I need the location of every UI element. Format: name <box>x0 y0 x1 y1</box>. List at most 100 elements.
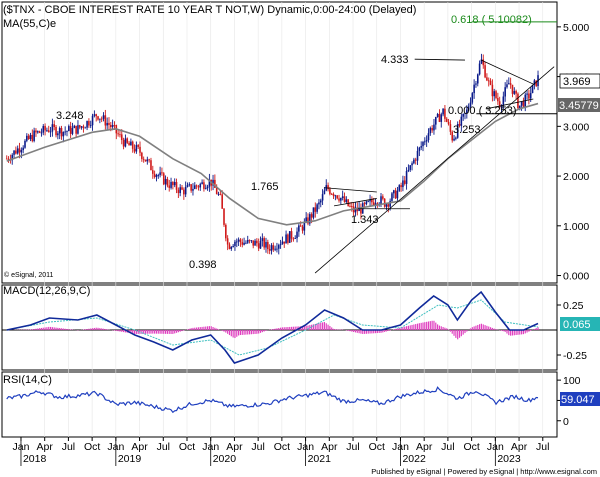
price-candle-body <box>159 172 161 176</box>
macd-ytick-label: 0.25 <box>563 300 584 312</box>
price-candle-body <box>517 93 519 109</box>
price-candle-body <box>491 84 494 97</box>
price-candle-body <box>241 242 244 245</box>
price-candle-body <box>418 147 421 151</box>
price-ytick-label: 5.000 <box>563 22 589 34</box>
price-candle-body <box>150 160 152 171</box>
price-candle-body <box>55 126 57 136</box>
price-candle-body <box>73 125 76 129</box>
price-candle-body <box>89 125 92 127</box>
macd-line <box>6 290 539 364</box>
price-candle-body <box>274 248 276 250</box>
annotation-1765: 1.765 <box>251 181 279 193</box>
price-candle-body <box>296 231 298 239</box>
price-candle-body <box>484 65 486 78</box>
price-candle-body <box>442 108 444 115</box>
price-candle-body <box>223 208 225 225</box>
price-candle-body <box>502 96 505 106</box>
xtick-month-label: Oct <box>179 441 195 453</box>
price-candle-body <box>285 234 287 244</box>
xtick-month-label: Oct <box>463 441 479 453</box>
price-candle-body <box>38 131 41 133</box>
xtick-year-label: 2019 <box>118 453 142 465</box>
price-candle-body <box>120 134 123 140</box>
price-candle-body <box>498 101 501 108</box>
price-candle-body <box>226 238 229 245</box>
price-candle-body <box>356 207 359 212</box>
price-candle-body <box>535 80 537 87</box>
price-candle-body <box>119 134 121 136</box>
price-candle-body <box>367 201 370 203</box>
price-candle-body <box>298 225 300 232</box>
price-candle-body <box>396 190 399 199</box>
price-candle-body <box>360 207 362 214</box>
price-candle-body <box>374 203 377 206</box>
price-candle-body <box>279 244 282 246</box>
price-candle-body <box>467 106 470 110</box>
price-candle-body <box>497 98 499 102</box>
price-candle-body <box>518 105 521 109</box>
price-candle-body <box>192 188 194 191</box>
ma-value-box <box>558 98 600 112</box>
price-candle-body <box>77 125 79 134</box>
price-candle-body <box>172 181 174 186</box>
xtick-month-label: Jul <box>346 441 359 453</box>
price-candle-body <box>44 126 46 131</box>
macd-ytick-label: -0.25 <box>563 350 587 362</box>
price-candle-body <box>402 180 404 188</box>
price-candle-body <box>232 245 234 247</box>
price-candle-body <box>152 170 154 174</box>
price-candle-body <box>263 238 265 248</box>
price-candle-body <box>99 118 101 120</box>
price-candle-body <box>354 207 357 213</box>
price-candle-body <box>292 238 295 240</box>
price-candle-body <box>469 102 472 107</box>
price-candle-body <box>66 131 68 132</box>
price-candle-body <box>500 105 503 108</box>
price-candle-body <box>110 124 112 128</box>
price-candle-body <box>453 138 455 141</box>
price-candle-body <box>411 163 413 166</box>
price-candle-body <box>522 101 525 107</box>
price-candle-body <box>270 245 273 251</box>
price-candle-body <box>62 131 65 137</box>
price-candle-body <box>268 249 271 251</box>
price-candle-body <box>309 214 311 224</box>
long-trendline <box>314 66 555 274</box>
price-candle-body <box>257 243 260 249</box>
price-candle-body <box>288 231 291 243</box>
price-candle-body <box>449 124 452 132</box>
price-candle-body <box>294 238 297 239</box>
price-candle-body <box>33 130 35 141</box>
price-candle-body <box>141 152 143 159</box>
credit-label: © eSignal, 2011 <box>4 271 54 279</box>
price-candle-body <box>148 159 150 161</box>
xtick-month-label: Apr <box>131 441 148 453</box>
price-candle-body <box>487 80 490 82</box>
price-candle-body <box>310 214 313 218</box>
rsi-last-value: 59.047 <box>561 394 595 406</box>
rsi-ytick-label: 0 <box>563 416 569 428</box>
price-candle-body <box>111 125 114 128</box>
price-candle-body <box>528 93 530 99</box>
price-candle-body <box>88 121 90 126</box>
price-candle-body <box>252 240 255 246</box>
price-candle-body <box>235 241 238 243</box>
price-candle-body <box>122 139 125 147</box>
price-candle-body <box>256 240 258 244</box>
price-candle-body <box>184 187 187 195</box>
price-candle-body <box>161 172 163 174</box>
price-candle-body <box>533 80 536 85</box>
price-candle-body <box>436 113 439 117</box>
price-candle-body <box>365 201 368 205</box>
price-candle-body <box>391 193 393 201</box>
price-candle-body <box>433 124 435 131</box>
price-candle-body <box>170 181 172 188</box>
price-candle-body <box>376 203 379 205</box>
macd-value-box <box>560 317 600 331</box>
price-candle-body <box>18 148 21 153</box>
price-candle-body <box>245 242 247 244</box>
price-candle-body <box>515 91 517 94</box>
price-candle-body <box>287 234 289 243</box>
xtick-year-label: 2020 <box>213 453 237 465</box>
